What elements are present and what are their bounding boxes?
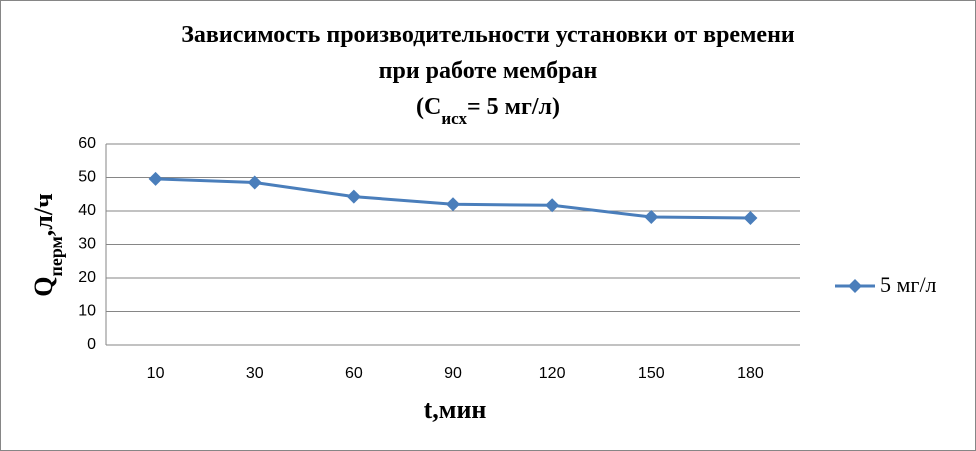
title-part: (C xyxy=(416,94,441,120)
x-tick-label: 90 xyxy=(444,365,462,382)
y-tick-label: 50 xyxy=(78,169,96,186)
y-tick-label: 60 xyxy=(78,135,96,152)
legend-label: 5 мг/л xyxy=(880,272,937,297)
x-tick-label: 150 xyxy=(638,365,665,382)
data-point xyxy=(644,210,659,225)
chart-title: Зависимость производительности установки… xyxy=(181,22,795,48)
y-tick-label: 0 xyxy=(87,336,96,353)
x-tick-label: 10 xyxy=(147,365,165,382)
data-point xyxy=(247,175,262,190)
y-label-part: ,л/ч xyxy=(29,193,58,236)
y-label-part: Q xyxy=(29,277,58,297)
y-axis-label: Qперм,л/ч xyxy=(29,193,66,297)
y-label-subscript: перм xyxy=(46,236,66,276)
data-point xyxy=(446,197,460,212)
data-point xyxy=(346,189,361,204)
x-axis-label: t,мин xyxy=(424,395,487,424)
y-tick-label: 30 xyxy=(78,236,96,253)
title-part: = 5 мг/л) xyxy=(467,94,560,120)
legend-marker xyxy=(848,279,862,293)
chart-title-formula: (Cисх= 5 мг/л) xyxy=(416,94,560,128)
title-subscript: исх xyxy=(441,109,467,128)
chart-title: при работе мембран xyxy=(379,58,598,84)
data-point xyxy=(545,198,560,213)
x-tick-label: 60 xyxy=(345,365,363,382)
y-tick-label: 40 xyxy=(78,202,96,219)
data-point xyxy=(148,171,163,186)
y-tick-label: 20 xyxy=(78,269,96,286)
data-point xyxy=(743,211,758,226)
x-tick-label: 180 xyxy=(737,365,764,382)
y-tick-label: 10 xyxy=(78,303,96,320)
x-tick-label: 30 xyxy=(246,365,264,382)
x-tick-label: 120 xyxy=(539,365,566,382)
